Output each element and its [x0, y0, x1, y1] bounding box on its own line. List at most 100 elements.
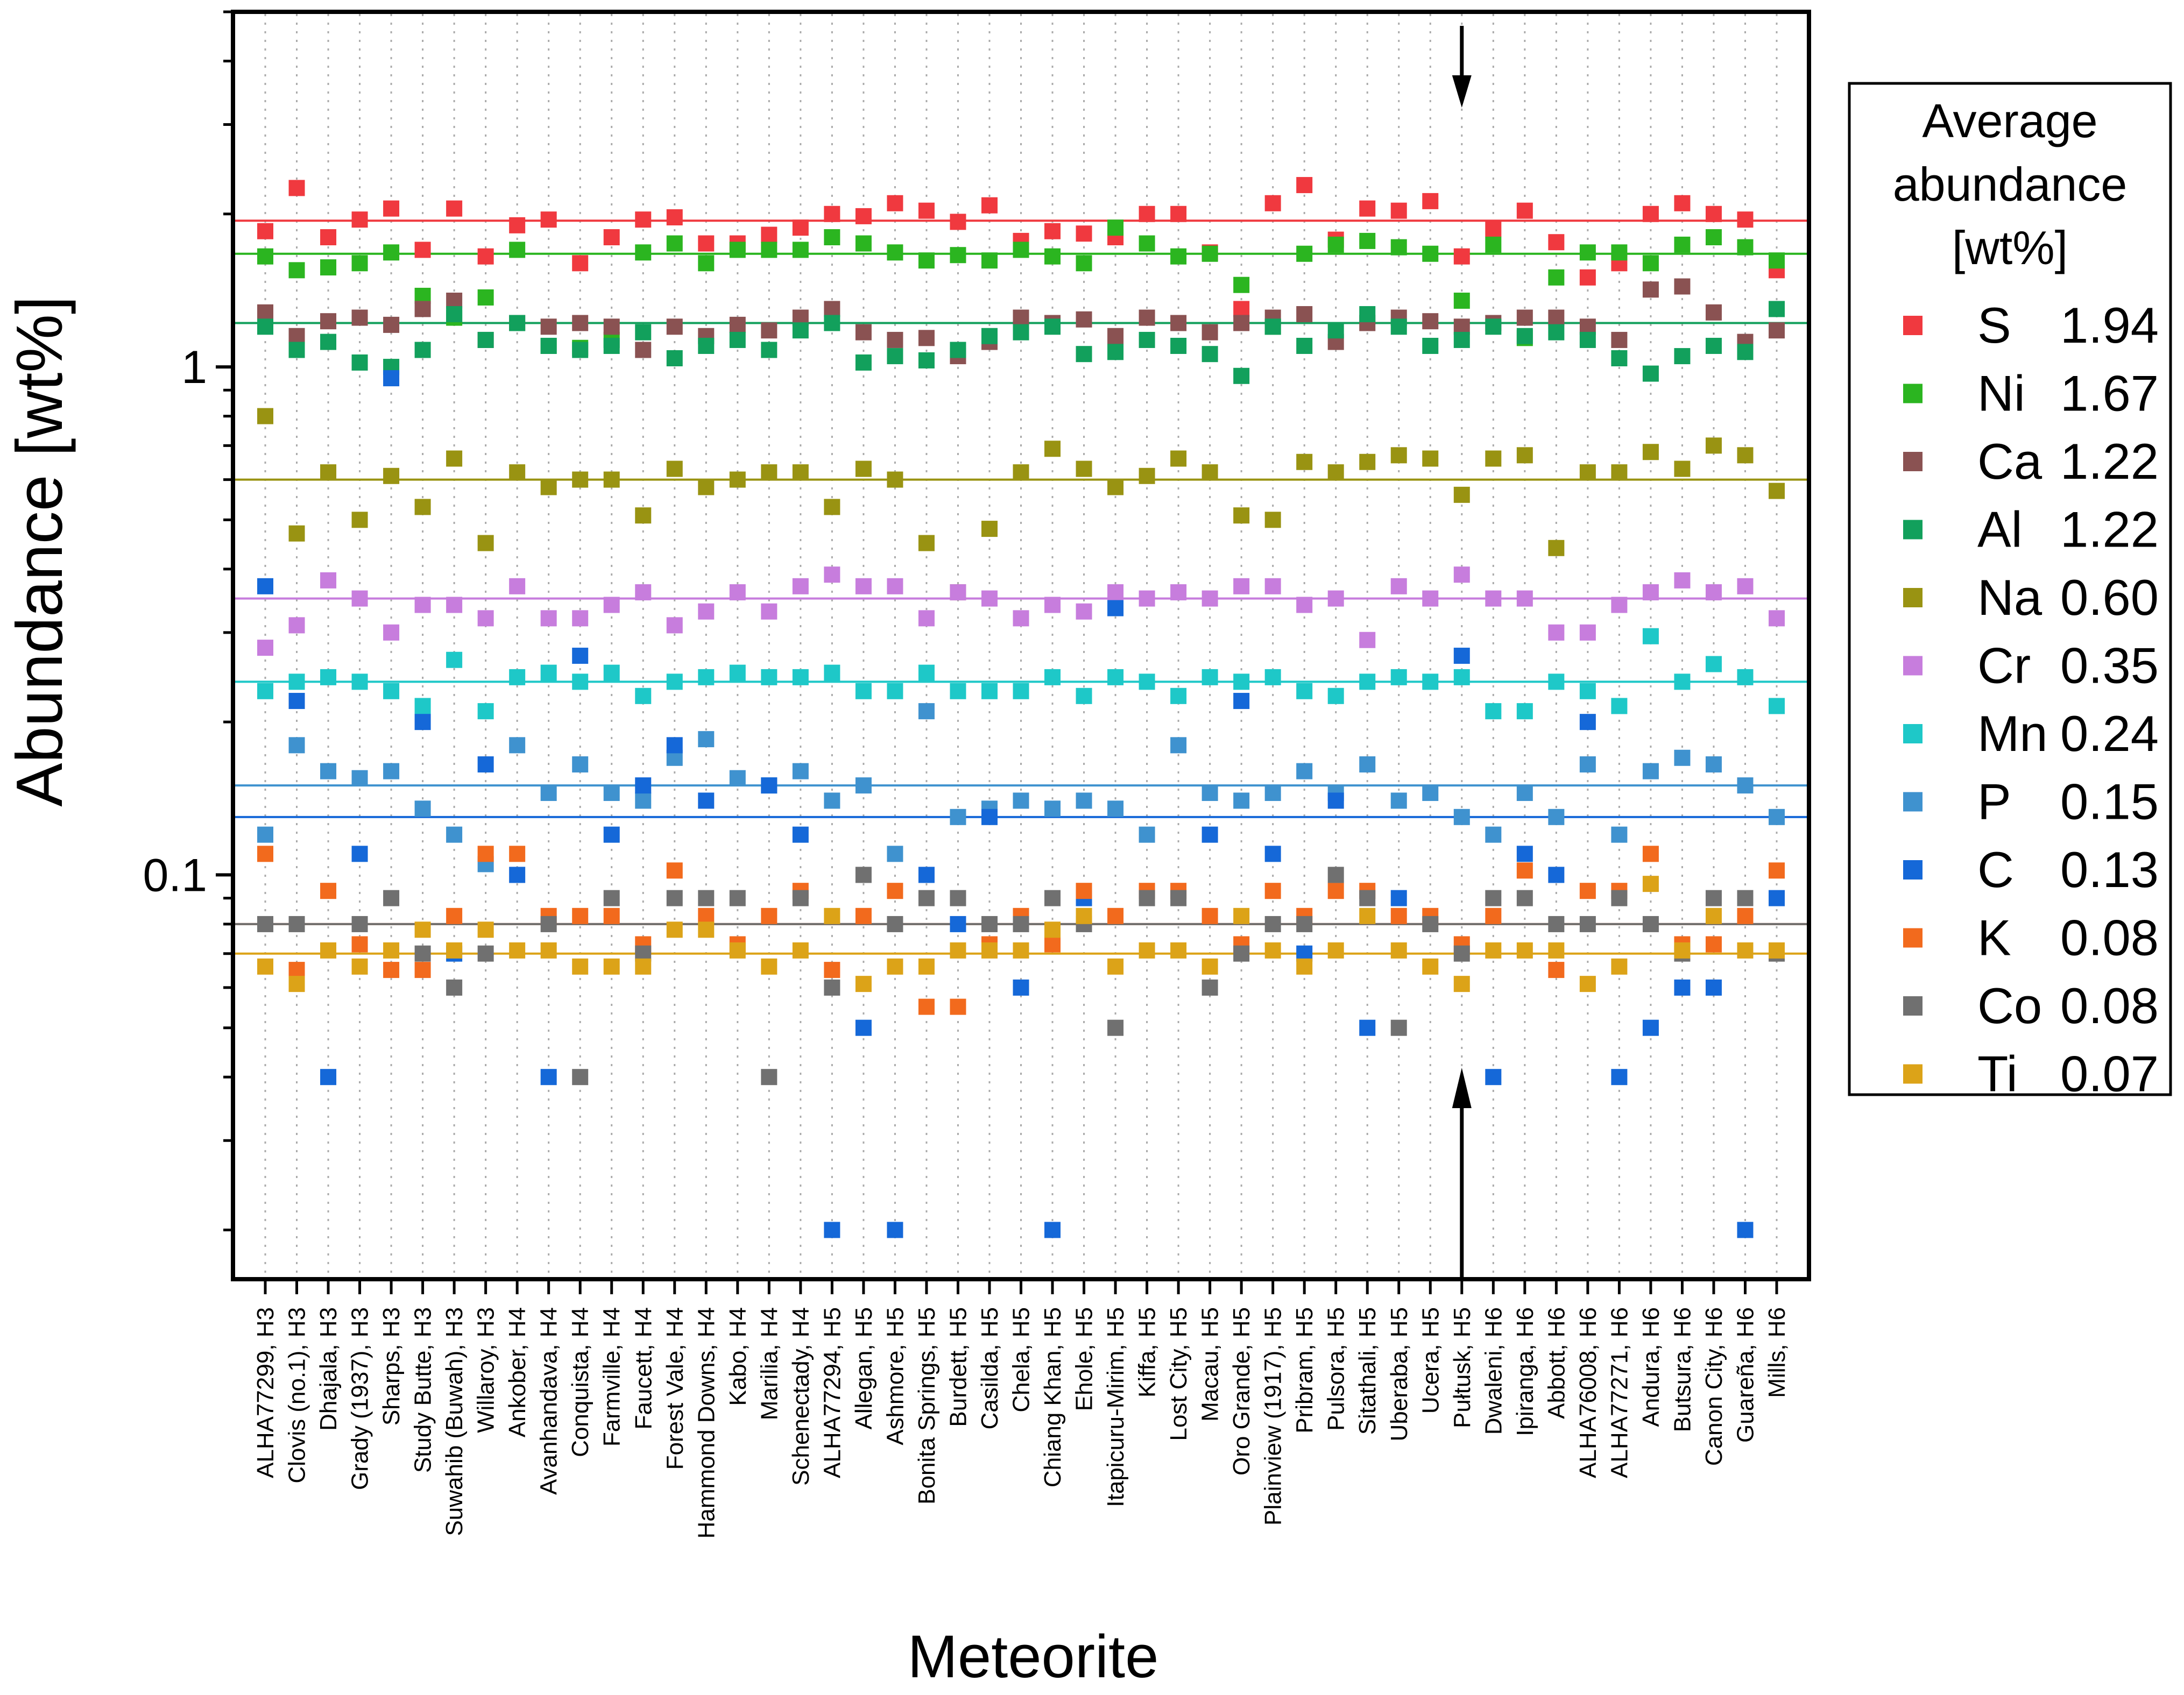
data-point-p	[320, 763, 337, 779]
data-point-co	[666, 890, 683, 906]
data-point-al	[1327, 322, 1344, 339]
data-point-p	[1611, 826, 1628, 843]
legend-label-al: Al	[1977, 501, 2023, 558]
data-point-k	[1076, 883, 1092, 899]
data-point-ni	[1769, 252, 1785, 269]
data-point-k	[1390, 907, 1407, 924]
data-point-ca	[446, 292, 463, 309]
data-point-s	[509, 217, 526, 233]
data-point-al	[729, 331, 746, 348]
data-point-k	[603, 907, 620, 924]
data-point-al	[288, 342, 305, 358]
legend-label-na: Na	[1977, 569, 2042, 626]
data-point-mn	[540, 664, 557, 681]
x-tick-label: Ankober, H4	[504, 1307, 531, 1437]
legend-label-ti: Ti	[1977, 1046, 2018, 1102]
x-tick-label: Ucera, H5	[1417, 1307, 1444, 1414]
data-point-co	[855, 867, 872, 883]
data-point-ti	[1548, 942, 1565, 959]
data-point-mn	[1139, 673, 1155, 690]
data-point-p	[792, 763, 809, 779]
data-point-p	[1170, 737, 1187, 754]
data-point-ti	[635, 958, 652, 975]
x-tick-label: Plainview (1917), H5	[1260, 1307, 1287, 1526]
data-point-na	[509, 464, 526, 481]
data-point-s	[320, 229, 337, 246]
data-point-ti	[572, 958, 589, 975]
data-point-mn	[1359, 673, 1376, 690]
data-point-p	[1548, 809, 1565, 825]
data-point-co	[1359, 890, 1376, 906]
data-point-co	[1044, 890, 1061, 906]
data-point-c	[887, 1222, 903, 1238]
x-tick-label: Willaroy, H3	[473, 1307, 499, 1433]
data-point-co	[257, 916, 273, 932]
data-point-mn	[509, 669, 526, 685]
data-point-cr	[1327, 590, 1344, 607]
data-point-c	[1642, 1019, 1659, 1036]
data-point-ni	[1548, 269, 1565, 286]
data-point-co	[1296, 916, 1313, 932]
data-point-c	[572, 648, 589, 664]
data-point-k	[1107, 907, 1124, 924]
x-tick-label: Allegan, H5	[851, 1307, 877, 1429]
data-point-ca	[1642, 281, 1659, 298]
data-point-mn	[1201, 669, 1218, 685]
legend-label-p: P	[1977, 774, 2011, 830]
data-point-ca	[761, 322, 778, 339]
data-point-c	[1233, 693, 1250, 710]
data-point-s	[414, 242, 431, 258]
legend-label-k: K	[1977, 910, 2011, 966]
data-point-k	[1579, 883, 1596, 899]
data-point-ca	[1769, 322, 1785, 339]
data-point-ti	[855, 976, 872, 992]
data-point-co	[1390, 1019, 1407, 1036]
data-point-co	[446, 979, 463, 996]
data-point-co	[540, 916, 557, 932]
data-point-na	[414, 499, 431, 515]
data-point-s	[603, 229, 620, 246]
data-point-c	[1327, 792, 1344, 809]
data-point-ca	[635, 342, 652, 358]
data-point-ni	[1296, 245, 1313, 262]
x-tick-label: Guareña, H6	[1732, 1307, 1758, 1443]
data-point-na	[1139, 467, 1155, 484]
data-point-na	[1674, 460, 1691, 477]
data-point-cr	[1737, 578, 1754, 594]
data-point-cr	[1548, 624, 1565, 641]
data-point-ti	[729, 942, 746, 959]
data-point-cr	[1769, 610, 1785, 627]
data-point-al	[1390, 318, 1407, 335]
data-point-co	[761, 1069, 778, 1086]
data-point-mn	[666, 673, 683, 690]
data-point-mn	[572, 673, 589, 690]
data-point-ca	[1233, 315, 1250, 331]
data-point-p	[1642, 763, 1659, 779]
data-point-co	[351, 916, 368, 932]
data-point-c	[383, 370, 400, 387]
data-point-mn	[761, 669, 778, 685]
data-point-na	[1044, 441, 1061, 457]
data-point-co	[698, 890, 715, 906]
data-point-p	[1233, 792, 1250, 809]
data-point-c	[918, 867, 935, 883]
data-point-ni	[981, 252, 998, 269]
legend-title-line: Average	[1922, 94, 2097, 147]
data-point-s	[446, 200, 463, 217]
data-point-k	[509, 846, 526, 862]
legend-swatch-c	[1903, 860, 1923, 880]
data-point-mn	[1611, 698, 1628, 714]
data-point-ni	[1013, 242, 1029, 258]
data-point-al	[918, 352, 935, 368]
legend-value-c: 0.13	[2060, 841, 2159, 898]
data-point-s	[761, 226, 778, 243]
data-point-co	[1516, 890, 1533, 906]
data-point-ni	[1737, 239, 1754, 256]
data-point-na	[320, 464, 337, 481]
data-point-s	[918, 202, 935, 219]
x-tick-label: Kiffa, H5	[1134, 1307, 1161, 1398]
x-axis-title: Meteorite	[908, 1623, 1159, 1690]
data-point-ca	[414, 301, 431, 317]
data-point-ni	[666, 235, 683, 252]
data-point-ni	[918, 252, 935, 269]
